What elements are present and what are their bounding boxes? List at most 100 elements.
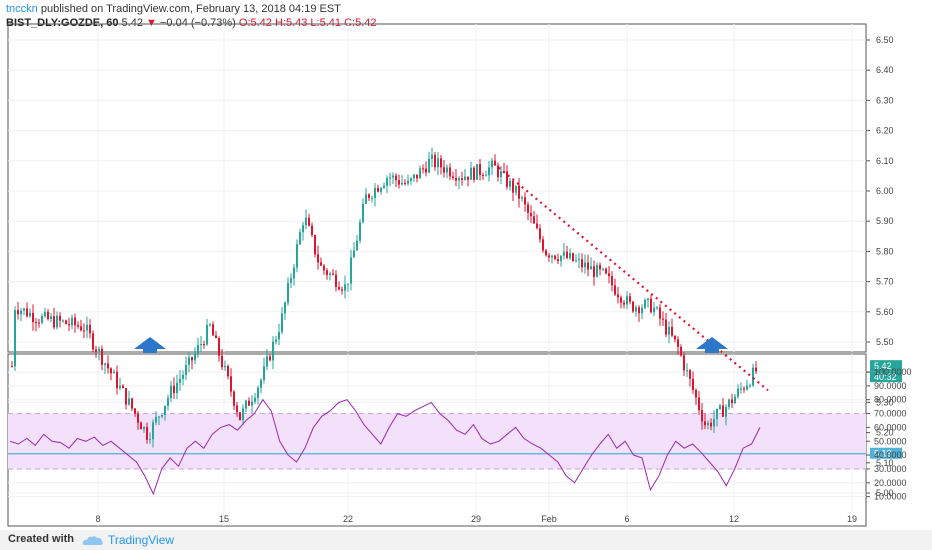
- candle: [734, 394, 736, 404]
- candle: [671, 318, 673, 338]
- candle: [497, 162, 499, 182]
- candle: [695, 388, 697, 406]
- candle: [572, 252, 574, 263]
- candle: [248, 397, 250, 406]
- candle: [545, 248, 547, 257]
- time-tick-label: 6: [624, 514, 629, 524]
- candle: [212, 321, 214, 336]
- symbol-label[interactable]: BIST_DLY:GOZDE, 60: [6, 17, 119, 29]
- candle: [35, 318, 37, 332]
- candle: [215, 330, 217, 339]
- candle: [602, 267, 604, 272]
- candle: [116, 365, 118, 395]
- candle: [359, 218, 361, 244]
- candle: [353, 242, 355, 258]
- candle: [737, 384, 739, 399]
- candle: [56, 311, 58, 330]
- candle: [611, 271, 613, 292]
- candle: [347, 283, 349, 292]
- candle: [707, 420, 709, 430]
- candle: [644, 298, 646, 310]
- candle: [698, 391, 700, 415]
- candle: [32, 304, 34, 331]
- candle: [704, 413, 706, 430]
- candle: [647, 297, 649, 308]
- candle: [284, 301, 286, 320]
- candle: [203, 340, 205, 349]
- candle: [59, 312, 61, 328]
- price-tick-label: 5.90: [876, 216, 894, 226]
- candle: [563, 243, 565, 260]
- candle: [170, 380, 172, 402]
- candle: [98, 346, 100, 361]
- candle: [398, 174, 400, 189]
- candle: [380, 186, 382, 195]
- candle: [542, 236, 544, 253]
- downtrend-line[interactable]: [493, 162, 769, 392]
- time-axis[interactable]: 8 15 22 29 Feb 6 12 19: [95, 514, 857, 524]
- price-axis[interactable]: 6.50 6.40 6.30 6.20 6.10 6.00 5.90 5.80 5.70 5.60…: [866, 35, 902, 498]
- symbol-line: BIST_DLY:GOZDE, 60 5.42 ▼ −0.04 (−0.73%)…: [6, 16, 376, 30]
- price-tick-label: 5.60: [876, 307, 894, 317]
- candle: [500, 165, 502, 185]
- candle: [521, 195, 523, 202]
- price-tick-label: 5.20: [876, 428, 894, 438]
- candle: [20, 308, 22, 322]
- candle: [632, 300, 634, 314]
- candle: [650, 294, 652, 314]
- up-arrow-icon: [696, 337, 728, 353]
- last-price: 5.42: [121, 17, 143, 29]
- candle: [392, 172, 394, 185]
- candle: [239, 411, 241, 421]
- candle: [485, 170, 487, 177]
- candle: [281, 307, 283, 335]
- svg-text:40:32: 40:32: [874, 372, 897, 382]
- candle: [299, 228, 301, 245]
- rsi-tick-label: 100.0000: [874, 367, 912, 377]
- candle: [590, 257, 592, 270]
- candle: [44, 307, 46, 319]
- candle: [83, 323, 85, 339]
- candle: [446, 164, 448, 179]
- candle: [449, 163, 451, 180]
- candle: [473, 166, 475, 183]
- rsi-tick-label: 60.0000: [874, 422, 907, 432]
- candle: [332, 269, 334, 276]
- candle: [326, 268, 328, 280]
- author-link[interactable]: tncckn: [6, 3, 38, 15]
- candle: [635, 304, 637, 317]
- candle: [107, 355, 109, 374]
- candle: [452, 171, 454, 180]
- tradingview-brand[interactable]: TradingView: [108, 533, 175, 547]
- price-tick-label: 5.10: [876, 458, 894, 468]
- candle: [620, 295, 622, 309]
- candle: [614, 278, 616, 296]
- candle: [428, 151, 430, 174]
- candle: [476, 163, 478, 180]
- candle: [302, 221, 304, 241]
- candle: [161, 414, 163, 419]
- candle: [731, 393, 733, 409]
- chart-canvas[interactable]: 6.50 6.40 6.30 6.20 6.10 6.00 5.90 5.80 5.70 5.60…: [0, 0, 932, 530]
- candle: [683, 352, 685, 377]
- candle: [713, 410, 715, 434]
- candle: [158, 415, 160, 425]
- candle: [692, 371, 694, 394]
- candle: [104, 362, 106, 374]
- candle: [569, 248, 571, 261]
- rsi-axis[interactable]: 100.0000 90.0000 80.0000 70.0000 60.0000 50.0…: [866, 367, 912, 502]
- candle: [266, 349, 268, 371]
- candle: [269, 354, 271, 362]
- candle: [506, 165, 508, 190]
- candle: [188, 351, 190, 373]
- candle: [458, 176, 460, 190]
- candle: [716, 408, 718, 427]
- candle: [149, 432, 151, 444]
- candle: [176, 374, 178, 400]
- candle: [548, 252, 550, 262]
- rsi-tick-label: 10.0000: [874, 492, 907, 502]
- rsi-tick-label: 70.0000: [874, 409, 907, 419]
- candle: [641, 304, 643, 320]
- candle: [23, 307, 25, 316]
- candle: [374, 183, 376, 207]
